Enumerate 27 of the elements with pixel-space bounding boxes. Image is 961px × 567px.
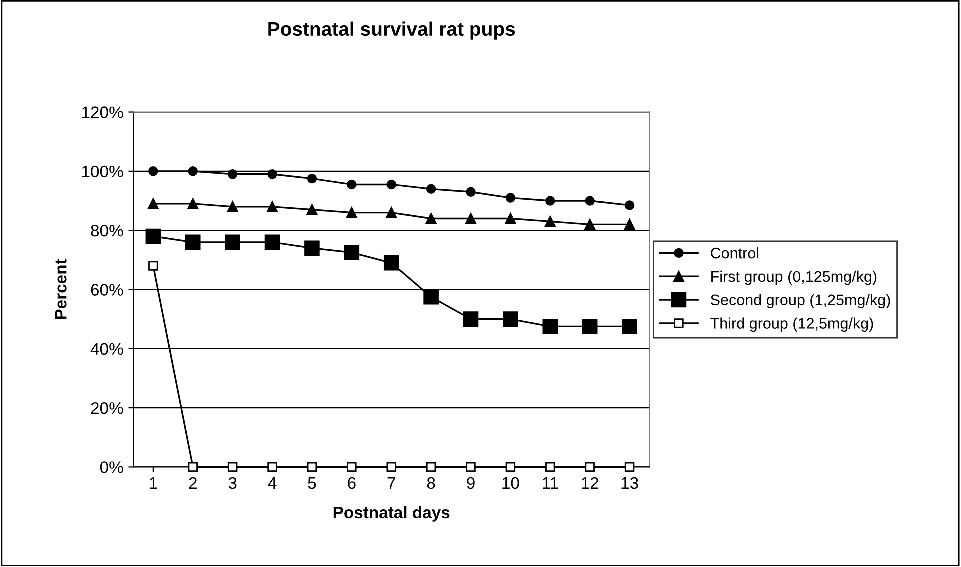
x-tick-label: 5 [308,478,316,490]
legend-label: Third group (12,5mg/kg) [710,318,874,332]
x-tick-label: 13 [622,477,638,490]
x-axis-title: Postnatal days [334,506,450,522]
y-tick-label: 40% [90,343,124,356]
y-tick-label: 120% [82,106,124,118]
x-tick-label: 6 [348,477,356,490]
y-tick-label: 80% [91,224,124,237]
legend-label: Second group (1,25mg/kg) [710,294,890,309]
x-tick-label: 3 [228,477,237,490]
legend-label: Control [711,248,759,259]
x-tick-label: 4 [268,478,277,490]
y-tick-label: 100% [82,166,124,178]
legend-label: First group (0,125mg/kg) [712,270,877,286]
x-tick-label: 8 [427,477,436,490]
y-tick-label: 0% [100,462,124,474]
chart-title: Postnatal survival rat pups [268,22,516,40]
y-axis-title: Percent [55,259,67,320]
x-tick-label: 2 [189,477,197,490]
x-tick-label: 10 [502,477,520,490]
x-tick-label: 12 [582,477,599,490]
x-tick-label: 11 [543,478,558,490]
y-tick-label: 20% [91,402,124,414]
x-tick-label: 9 [467,477,475,490]
x-tick-label: 1 [150,478,158,490]
y-tick-label: 60% [91,284,124,296]
x-tick-label: 7 [388,478,396,490]
